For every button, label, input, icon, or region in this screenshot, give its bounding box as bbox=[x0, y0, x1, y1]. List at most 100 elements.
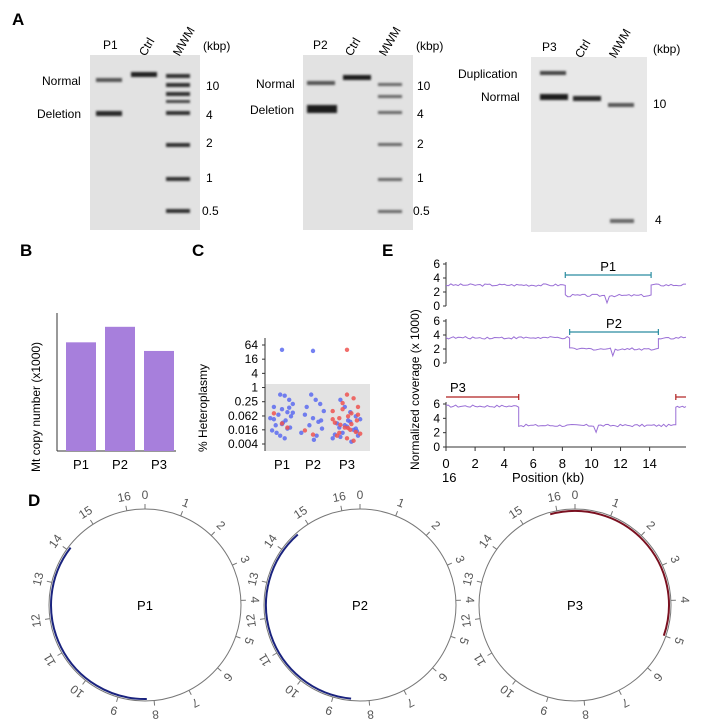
chart-c-point-blue bbox=[340, 430, 345, 435]
chart-c-y-tick-label: 0.25 bbox=[235, 395, 259, 409]
mito-tick-label: 9 bbox=[109, 703, 120, 718]
chart-e-y-tick-label: 4 bbox=[433, 411, 440, 425]
mito-tick-label: 12 bbox=[458, 613, 474, 629]
gel-2-label-deletion: Deletion bbox=[250, 103, 294, 117]
chart-c-point-red bbox=[355, 404, 361, 410]
chart-c-point-red bbox=[354, 418, 360, 423]
mito-tick-label: 16 bbox=[546, 489, 562, 505]
coverage-line-p3 bbox=[445, 404, 687, 434]
chart-c-point-red bbox=[271, 411, 277, 416]
chart-c-point-blue bbox=[319, 426, 325, 431]
gel-3-label-duplication: Duplication bbox=[458, 67, 517, 81]
mito-tick bbox=[474, 618, 481, 620]
bar-p1 bbox=[66, 342, 96, 451]
chart-e-ylabel: Normalized coverage (x 1000) bbox=[408, 309, 422, 470]
chart-c-point-blue bbox=[318, 418, 324, 423]
mito-tick-label: 11 bbox=[255, 651, 274, 669]
mito-circle-maps: P1012345678910111213141516P2012345678910… bbox=[28, 488, 692, 719]
chart-e-x-tick-label: 12 bbox=[613, 456, 627, 471]
chart-e-x-tick-label: 6 bbox=[530, 456, 537, 471]
mito-tick bbox=[304, 519, 309, 525]
panel-label-c: C bbox=[192, 241, 204, 260]
mito-tick-label: 15 bbox=[291, 503, 310, 522]
mito-tick bbox=[125, 505, 128, 511]
gel-3-band-duplication-p3 bbox=[540, 71, 566, 75]
gel-1-label-normal: Normal bbox=[42, 74, 81, 88]
gel-2-ladder-band bbox=[378, 111, 402, 114]
mito-tick bbox=[487, 652, 493, 656]
chart-e-y-tick-label: 2 bbox=[433, 342, 440, 356]
mito-tick bbox=[425, 531, 431, 536]
chart-c-point-red bbox=[353, 429, 358, 435]
gel-1-ladder-band bbox=[166, 92, 190, 96]
chart-e-x-tick-label: 14 bbox=[642, 456, 656, 471]
chart-c-point-red bbox=[285, 425, 290, 430]
chart-c-point-blue bbox=[287, 397, 292, 403]
chart-e-y-tick-label: 4 bbox=[433, 328, 440, 342]
chart-c-point-red bbox=[344, 436, 350, 441]
gel-1-ladder-band bbox=[166, 83, 190, 87]
mito-tick-label: 12 bbox=[28, 613, 44, 629]
mito-tick-label: 8 bbox=[366, 707, 374, 719]
mito-tick-label: 10 bbox=[67, 682, 86, 701]
mito-circle-label: P2 bbox=[352, 598, 368, 613]
mito-tick bbox=[331, 696, 334, 703]
mito-tick bbox=[44, 618, 51, 620]
chart-e-y-tick-label: 4 bbox=[433, 271, 440, 285]
mito-tick bbox=[640, 531, 646, 536]
chart-e-coverage: Normalized coverage (x 1000) Position (k… bbox=[408, 257, 687, 485]
chart-e-xlabel: Position (kb) bbox=[512, 470, 584, 485]
mito-tick bbox=[272, 652, 278, 656]
gel-1-band-normal-p1 bbox=[96, 78, 122, 82]
chart-c-point-red bbox=[330, 417, 335, 422]
gel-3-background bbox=[531, 57, 647, 232]
chart-c-point-red bbox=[340, 407, 345, 412]
mito-tick-label: 1 bbox=[180, 495, 192, 511]
mito-tick-label: 3 bbox=[237, 553, 253, 565]
mito-tick-label: 4 bbox=[248, 596, 262, 604]
chart-e-x-tick-label: 2 bbox=[471, 456, 478, 471]
mito-tick-label: 13 bbox=[460, 571, 477, 588]
chart-c-point-blue bbox=[287, 405, 292, 410]
chart-c-point-red bbox=[345, 425, 351, 431]
mito-tick-label: 14 bbox=[46, 531, 65, 550]
gel-1-ladder-band bbox=[166, 100, 190, 103]
mito-tick bbox=[210, 531, 216, 536]
chart-e-y-tick-label: 6 bbox=[433, 397, 440, 411]
chart-c-point-blue bbox=[279, 407, 285, 412]
chart-e-x-tick-label: 4 bbox=[501, 456, 508, 471]
chart-e-x-tick-label: 0 bbox=[442, 456, 449, 471]
gel-2-ladder-2: 2 bbox=[417, 137, 424, 151]
mito-arc-p2 bbox=[264, 533, 352, 700]
bar-p2 bbox=[105, 326, 135, 451]
mito-tick-label: 16 bbox=[331, 489, 347, 505]
gel-3-ladder-band bbox=[608, 103, 634, 107]
chart-c-point-blue bbox=[353, 426, 358, 431]
mito-tick-label: 4 bbox=[678, 596, 692, 604]
chart-c-point-blue bbox=[338, 397, 343, 403]
chart-c-point-blue bbox=[290, 410, 295, 415]
chart-c-y-tick-label: 4 bbox=[251, 366, 258, 380]
panel-label-d: D bbox=[28, 491, 40, 510]
mito-tick bbox=[546, 696, 549, 703]
mito-tick-label: 3 bbox=[452, 553, 468, 565]
chart-c-point-red bbox=[302, 428, 308, 433]
chart-b-ylabel: Mt copy number (x1000) bbox=[29, 342, 43, 472]
chart-c-point-blue bbox=[307, 423, 312, 428]
mito-tick-label: 12 bbox=[243, 613, 259, 629]
mito-tick-label: 2 bbox=[644, 518, 659, 533]
mito-tick-label: 7 bbox=[189, 695, 202, 711]
chart-e-y-tick-label: 6 bbox=[433, 257, 440, 271]
chart-c-point-red bbox=[279, 421, 285, 426]
chart-b-x-tick-label: P3 bbox=[151, 457, 167, 472]
mito-tick bbox=[261, 580, 267, 583]
chart-c-point-blue bbox=[276, 412, 281, 417]
mito-tick bbox=[555, 505, 558, 511]
chart-c-point-red bbox=[330, 408, 335, 414]
mito-tick bbox=[662, 562, 668, 566]
chart-c-point-blue bbox=[282, 436, 287, 441]
mito-circle-label: P3 bbox=[567, 598, 583, 613]
gel-3-band-ctrl bbox=[573, 96, 601, 101]
chart-e-y-tick-label: 0 bbox=[433, 440, 440, 454]
gel-2-ladder-band bbox=[378, 95, 402, 98]
